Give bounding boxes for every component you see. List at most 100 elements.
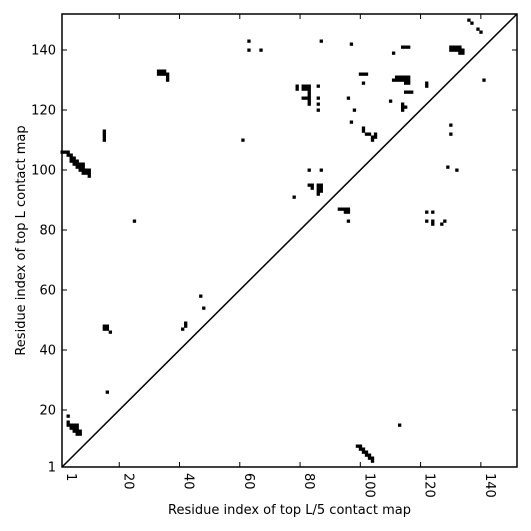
contact-cell-upper: [397, 75, 402, 79]
x-tick-label: 20: [120, 473, 135, 490]
contact-cell-upper: [431, 219, 435, 223]
contact-cell-upper: [404, 78, 408, 82]
contact-cell-lower: [370, 459, 375, 463]
diagonal-line: [61, 13, 518, 468]
contact-cell-upper: [455, 48, 459, 52]
contact-cell-upper: [455, 168, 459, 172]
contact-cell-upper: [102, 138, 106, 142]
contact-cell-upper: [404, 105, 408, 109]
contact-cell-upper: [449, 132, 453, 136]
contact-cell-upper: [159, 72, 164, 76]
contact-cell-upper: [162, 69, 167, 73]
contact-cell-upper: [72, 156, 76, 160]
contact-cell-upper: [407, 75, 411, 79]
contact-cell-upper: [75, 165, 79, 169]
contact-cell-lower: [66, 414, 70, 418]
contact-cell-upper: [397, 78, 402, 82]
contact-cell-lower: [72, 423, 76, 427]
contact-cell-upper: [449, 123, 453, 127]
contact-cell-lower: [370, 456, 375, 460]
contact-cell-upper: [78, 168, 82, 172]
contact-cell-lower: [397, 423, 402, 427]
contact-cell-upper: [482, 78, 486, 82]
contact-cell-upper: [307, 87, 311, 91]
contact-cell-upper: [461, 51, 465, 55]
contact-cell-lower: [367, 456, 372, 460]
contact-cell-lower: [75, 432, 79, 436]
contact-cell-upper: [87, 168, 91, 172]
contact-cell-upper: [307, 99, 311, 103]
contact-cell-upper: [361, 126, 366, 130]
contact-cell-upper: [72, 162, 76, 166]
contact-cell-upper: [159, 69, 164, 73]
contact-cell-upper: [184, 321, 188, 325]
contact-cell-upper: [400, 105, 405, 109]
contact-cell-upper: [301, 87, 305, 91]
y-tick-label: 40: [39, 344, 56, 359]
y-tick-label: 60: [39, 284, 56, 299]
contact-cell-upper: [132, 219, 137, 223]
contact-cell-upper: [66, 153, 70, 157]
contact-cell-upper: [63, 150, 67, 154]
contact-cell-upper: [162, 72, 167, 76]
contact-cell-lower: [75, 423, 79, 427]
contact-cell-upper: [292, 195, 296, 199]
x-tick-label: 1: [63, 473, 78, 481]
contact-cell-upper: [319, 183, 323, 187]
contact-cell-upper: [449, 48, 453, 52]
contact-cell-upper: [247, 48, 251, 52]
contact-cell-lower: [75, 426, 79, 430]
contact-cell-upper: [78, 165, 82, 169]
contact-cell-upper: [165, 78, 170, 82]
contact-cell-upper: [102, 132, 106, 136]
contact-cell-upper: [72, 159, 76, 163]
contact-cell-upper: [307, 84, 311, 88]
contact-cell-upper: [431, 210, 435, 214]
contact-cell-upper: [241, 138, 245, 142]
y-axis-label: Residue index of top L contact map: [14, 125, 29, 355]
contact-cell-upper: [370, 135, 375, 139]
contact-cell-upper: [102, 135, 106, 139]
contact-cell-upper: [400, 75, 405, 79]
contact-cell-upper: [461, 48, 465, 52]
contact-cell-upper: [425, 210, 429, 214]
contact-cell-upper: [301, 96, 305, 100]
contact-cell-upper: [259, 48, 263, 52]
contact-cell-upper: [316, 186, 320, 190]
contact-cell-upper: [316, 189, 320, 193]
contact-cell-upper: [105, 327, 110, 331]
contact-cell-upper: [307, 102, 311, 106]
contact-cell-upper: [81, 171, 85, 175]
contact-cell-upper: [476, 27, 480, 31]
contact-cell-upper: [343, 207, 348, 211]
contact-cell-upper: [337, 207, 342, 211]
contact-cell-upper: [404, 45, 408, 49]
contact-cell-upper: [307, 168, 311, 172]
contact-cell-upper: [310, 186, 314, 190]
contact-cell-upper: [307, 183, 311, 187]
contact-cell-upper: [361, 129, 366, 133]
y-tick-label: 20: [39, 404, 56, 419]
contact-cell-upper: [316, 192, 320, 196]
contact-cell-upper: [78, 162, 82, 166]
contact-cell-upper: [310, 183, 314, 187]
contact-cell-upper: [165, 75, 170, 79]
contact-cell-upper: [199, 294, 203, 298]
contact-cell-upper: [352, 108, 357, 112]
contact-cell-upper: [84, 168, 88, 172]
y-tick-label: 140: [31, 44, 56, 59]
contact-cell-upper: [431, 222, 435, 226]
contact-cell-upper: [388, 99, 393, 103]
contact-cell-upper: [407, 81, 411, 85]
plot-frame: [61, 13, 518, 468]
x-tick-label: 120: [422, 473, 437, 498]
contact-cell-upper: [364, 72, 369, 76]
y-tick-label: 80: [39, 224, 56, 239]
contact-cell-upper: [458, 48, 462, 52]
contact-cell-upper: [319, 186, 323, 190]
x-axis-label: Residue index of top L/5 contact map: [168, 503, 411, 518]
contact-cell-upper: [69, 153, 73, 157]
contact-cell-upper: [358, 72, 363, 76]
